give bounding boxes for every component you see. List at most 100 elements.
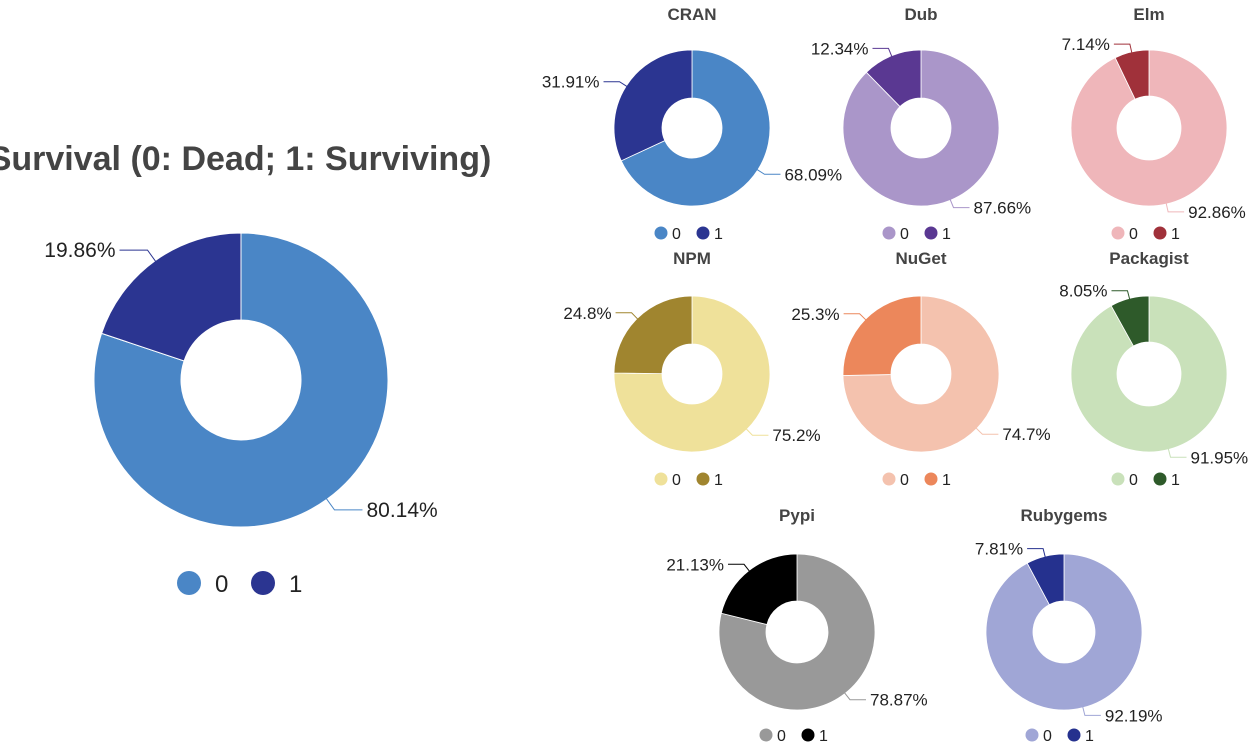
legend-marker-0 — [1111, 472, 1125, 486]
slice-0 — [1070, 295, 1228, 453]
chart-title: Packagist — [1109, 249, 1189, 268]
leader-line — [843, 313, 867, 321]
chart-nuget: NuGet 74.7% 25.3% 0 1 — [791, 249, 1050, 489]
chart-packagist: Packagist 91.95% 8.05% 0 1 — [1059, 249, 1248, 489]
chart-title: Elm — [1133, 5, 1164, 24]
slice-0 — [93, 232, 389, 528]
slice-1 — [842, 295, 922, 376]
legend-marker-1 — [1067, 728, 1081, 742]
data-label-1: 25.3% — [791, 305, 839, 324]
slice-0 — [620, 49, 771, 207]
chart-pypi: Pypi 78.87% 21.13% 0 1 — [666, 506, 927, 745]
legend-label-0: 0 — [1129, 472, 1138, 489]
chart-title: NPM — [673, 249, 711, 268]
legend-label-1: 1 — [714, 472, 723, 489]
chart-npm: NPM 75.2% 24.8% 0 1 — [563, 249, 820, 489]
data-label-1: 12.34% — [811, 39, 869, 58]
legend-label-0: 0 — [672, 472, 681, 489]
data-label-0: 92.19% — [1105, 706, 1163, 725]
slice-0 — [1070, 49, 1228, 207]
legend-marker-1 — [924, 472, 938, 486]
data-label-0: 74.7% — [1002, 425, 1050, 444]
legend-label-1: 1 — [1085, 728, 1094, 745]
slice-0 — [842, 49, 1000, 207]
leader-line — [615, 312, 639, 320]
data-label-0: 78.87% — [870, 691, 928, 710]
legend-label-1: 1 — [714, 226, 723, 243]
slice-1 — [865, 49, 922, 108]
leader-line — [603, 81, 628, 87]
slice-1 — [1114, 49, 1150, 100]
slice-0 — [718, 553, 876, 711]
leader-line — [1111, 290, 1131, 300]
legend-marker-0 — [177, 571, 201, 595]
leader-line — [1027, 548, 1046, 558]
chart-title: Rubygems — [1021, 506, 1108, 525]
data-label-0: 80.14% — [366, 499, 437, 522]
legend-marker-0 — [654, 472, 668, 486]
slice-1 — [613, 49, 693, 162]
legend-label-1: 1 — [942, 472, 951, 489]
legend-label-1: 1 — [1171, 226, 1180, 243]
legend-marker-0 — [882, 226, 896, 240]
leader-line — [745, 428, 769, 436]
legend-label-0: 0 — [900, 472, 909, 489]
data-label-0: 92.86% — [1188, 203, 1246, 222]
legend-marker-1 — [924, 226, 938, 240]
slice-1 — [1110, 295, 1150, 347]
data-label-0: 68.09% — [784, 165, 842, 184]
legend-label-0: 0 — [777, 728, 786, 745]
leader-line — [1167, 448, 1187, 458]
chart-title: Pypi — [779, 506, 815, 525]
data-label-0: 87.66% — [974, 199, 1032, 218]
data-label-1: 24.8% — [563, 304, 611, 323]
slice-1 — [1026, 553, 1065, 606]
data-label-1: 31.91% — [542, 73, 600, 92]
leader-line — [728, 563, 750, 572]
legend-marker-1 — [1153, 226, 1167, 240]
chart-dub: Dub 87.66% 12.34% 0 1 — [811, 5, 1031, 243]
legend-marker-1 — [1153, 472, 1167, 486]
leader-line — [949, 199, 970, 209]
legend-marker-0 — [1111, 226, 1125, 240]
leader-line — [756, 169, 781, 175]
legend-label-0: 0 — [672, 226, 681, 243]
legend-label-0: 0 — [1129, 226, 1138, 243]
legend-label-0: 0 — [215, 571, 228, 598]
legend-marker-0 — [654, 226, 668, 240]
legend-label-1: 1 — [942, 226, 951, 243]
leader-line — [1165, 202, 1185, 213]
legend-marker-1 — [801, 728, 815, 742]
legend-label-1: 1 — [289, 571, 302, 598]
legend-marker-0 — [882, 472, 896, 486]
legend-label-0: 0 — [900, 226, 909, 243]
legend-label-0: 0 — [1043, 728, 1052, 745]
data-label-0: 91.95% — [1191, 448, 1249, 467]
legend-label-1: 1 — [1171, 472, 1180, 489]
slice-0 — [842, 295, 1000, 453]
data-label-1: 19.86% — [44, 239, 115, 262]
chart-title: Dub — [904, 5, 937, 24]
leader-line — [872, 47, 893, 57]
data-label-1: 7.14% — [1062, 35, 1110, 54]
data-label-1: 8.05% — [1059, 282, 1107, 301]
slice-0 — [613, 295, 771, 453]
chart-elm: Elm 92.86% 7.14% 0 1 — [1062, 5, 1246, 243]
chart-title: NuGet — [896, 249, 947, 268]
chart-survival-overall: Survival (0: Dead; 1: Surviving) 80.14% 19… — [0, 140, 491, 598]
leader-line — [1082, 706, 1101, 716]
leader-line — [1113, 43, 1133, 54]
legend-label-1: 1 — [819, 728, 828, 745]
legend-marker-1 — [251, 571, 275, 595]
slice-1 — [720, 553, 798, 626]
chart-rubygems: Rubygems 92.19% 7.81% 0 1 — [975, 506, 1163, 745]
legend-marker-0 — [1025, 728, 1039, 742]
data-label-0: 75.2% — [772, 426, 820, 445]
slice-1 — [613, 295, 693, 375]
leader-line — [119, 249, 157, 263]
leader-line — [844, 692, 866, 701]
leader-line — [325, 497, 363, 511]
chart-title: CRAN — [667, 5, 716, 24]
